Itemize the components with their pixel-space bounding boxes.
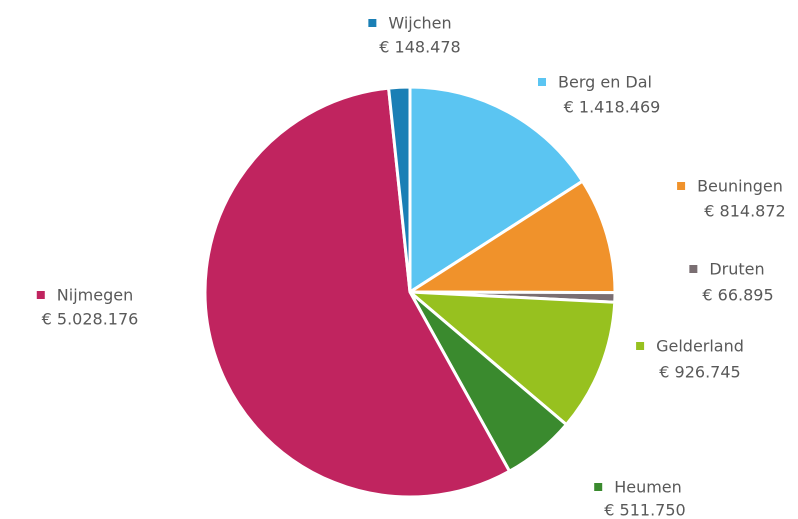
value-label: € 5.028.176 bbox=[42, 310, 139, 329]
pie-slice bbox=[404, 179, 617, 295]
value-label: € 148.478 bbox=[379, 38, 460, 57]
legend-marker bbox=[636, 342, 645, 350]
pie-slice bbox=[405, 290, 617, 427]
legend-label: Beuningen bbox=[697, 177, 783, 196]
legend-marker bbox=[538, 78, 546, 86]
pie-slice bbox=[203, 86, 512, 499]
legend-marker bbox=[36, 291, 45, 299]
value-label: € 814.872 bbox=[704, 202, 785, 221]
legend-marker bbox=[677, 182, 686, 190]
value-label: € 926.745 bbox=[659, 363, 740, 382]
legend-marker bbox=[689, 265, 698, 273]
legend-marker bbox=[594, 483, 603, 491]
legend-label: Wijchen bbox=[388, 14, 451, 33]
legend-label: Nijmegen bbox=[57, 286, 133, 305]
legend-label: Gelderland bbox=[656, 337, 744, 356]
pie-slice bbox=[408, 85, 585, 295]
value-label: € 1.418.469 bbox=[564, 98, 661, 117]
pie-slice bbox=[386, 85, 412, 293]
value-label: € 66.895 bbox=[702, 286, 773, 305]
value-label: € 511.750 bbox=[604, 501, 685, 519]
legend-label: Heumen bbox=[614, 478, 682, 497]
legend-label: Berg en Dal bbox=[558, 73, 652, 92]
legend-label: Druten bbox=[709, 260, 764, 279]
legend-marker bbox=[368, 19, 377, 27]
